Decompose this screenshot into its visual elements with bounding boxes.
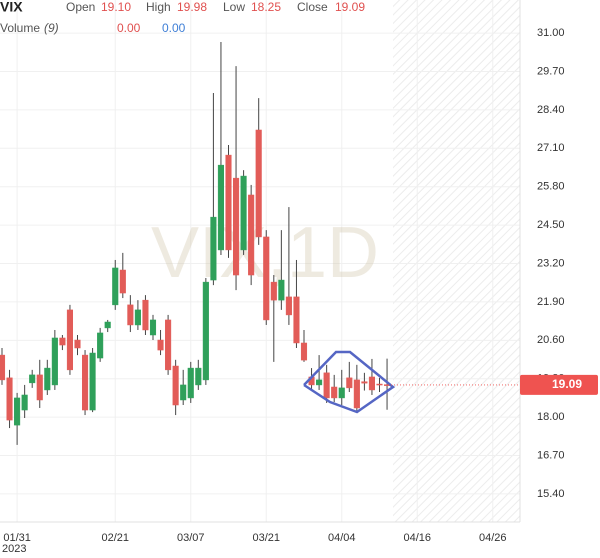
candle-body	[217, 164, 224, 251]
y-tick-label: 18.00	[537, 411, 565, 423]
y-tick-label: 28.40	[537, 104, 565, 116]
candle-body	[142, 299, 149, 331]
y-tick-label: 24.50	[537, 219, 565, 231]
candle-body	[202, 281, 209, 381]
candle-body	[376, 383, 383, 386]
y-tick-label: 29.70	[537, 65, 565, 77]
y-tick-label: 20.60	[537, 334, 565, 346]
candle-body	[74, 339, 81, 349]
candle-body	[233, 177, 240, 276]
header-value: 19.98	[177, 0, 207, 14]
header-label: High	[146, 0, 171, 14]
candle-body	[210, 216, 217, 281]
candle-body	[172, 365, 179, 406]
volume-value: 0.00	[162, 21, 186, 35]
candle-body	[51, 337, 58, 386]
x-tick-label: 03/21	[252, 532, 280, 544]
candle-body	[157, 339, 164, 351]
candle-body	[323, 372, 330, 399]
header-label: Open	[66, 0, 95, 14]
candle-body	[293, 296, 300, 344]
candle-body	[127, 304, 134, 326]
candle-body	[316, 379, 323, 386]
candle-body	[195, 367, 202, 386]
candle-body	[368, 376, 375, 391]
candle-body	[300, 342, 308, 361]
candle-body	[149, 319, 157, 336]
header-label: Close	[297, 0, 328, 14]
candle-body	[346, 377, 353, 389]
candle-body	[240, 175, 247, 251]
candle-body	[89, 352, 96, 411]
candle-body	[270, 281, 277, 301]
x-tick-label: 04/26	[479, 532, 507, 544]
candle-body	[119, 269, 126, 294]
candle-body	[278, 279, 285, 301]
candle-body	[59, 337, 66, 346]
symbol: VIX	[0, 0, 23, 15]
y-tick-label: 21.90	[537, 296, 565, 308]
x-year-label: 2023	[2, 543, 26, 555]
candle-body	[285, 296, 292, 316]
y-tick-label: 15.40	[537, 488, 565, 500]
y-tick-label: 16.70	[537, 449, 565, 461]
x-tick-label: 03/07	[177, 532, 205, 544]
candle-body	[180, 384, 187, 401]
y-tick-label: 23.20	[537, 257, 565, 269]
header-label: Low	[223, 0, 245, 14]
candle-body	[82, 354, 89, 411]
last-price-label: 19.09	[552, 377, 582, 391]
candle-body	[104, 321, 111, 329]
x-tick-label: 04/04	[328, 532, 356, 544]
candle-body	[225, 154, 232, 251]
x-tick-label: 02/21	[101, 532, 129, 544]
candle-body	[6, 377, 13, 421]
candle-body	[248, 194, 255, 276]
candle-body	[97, 332, 104, 359]
candle-body	[14, 397, 21, 426]
candle-body	[353, 379, 360, 409]
header-value: 19.09	[335, 0, 365, 14]
volume-value: 0.00	[117, 21, 141, 35]
axes: 31.00 29.70 28.40 27.10 25.80 24.50 23.20 21.90…	[3, 27, 598, 544]
candle-body	[66, 309, 74, 371]
volume-period: (9)	[44, 21, 59, 35]
volume-name: Volume	[0, 21, 40, 35]
candle-body	[21, 394, 28, 411]
candle-body	[338, 387, 345, 399]
candle-body	[255, 129, 262, 238]
header-value: 18.25	[251, 0, 281, 14]
candle-body	[29, 374, 36, 384]
candle-body	[112, 267, 119, 306]
candle-body	[187, 367, 194, 399]
y-tick-label: 27.10	[537, 142, 565, 154]
y-tick-label: 31.00	[537, 27, 565, 39]
candle-body	[134, 309, 141, 326]
candle-body	[263, 236, 270, 321]
last-price-box	[520, 374, 598, 395]
candle-body	[0, 354, 6, 381]
candle-body	[165, 319, 172, 371]
header: Open 19.10 High 19.98 Low 18.25 Close 19.09	[66, 0, 365, 14]
x-tick-label: 04/16	[403, 532, 431, 544]
candle-body	[36, 374, 43, 401]
candles	[0, 41, 391, 445]
y-tick-label: 25.80	[537, 181, 565, 193]
candle-body	[44, 367, 51, 391]
x-tick-label: 01/31	[3, 532, 31, 544]
diamond-annotation	[303, 350, 396, 414]
candle-body	[361, 381, 368, 384]
candle-body	[331, 386, 338, 399]
header-value: 19.10	[101, 0, 131, 14]
future-area	[393, 0, 520, 522]
